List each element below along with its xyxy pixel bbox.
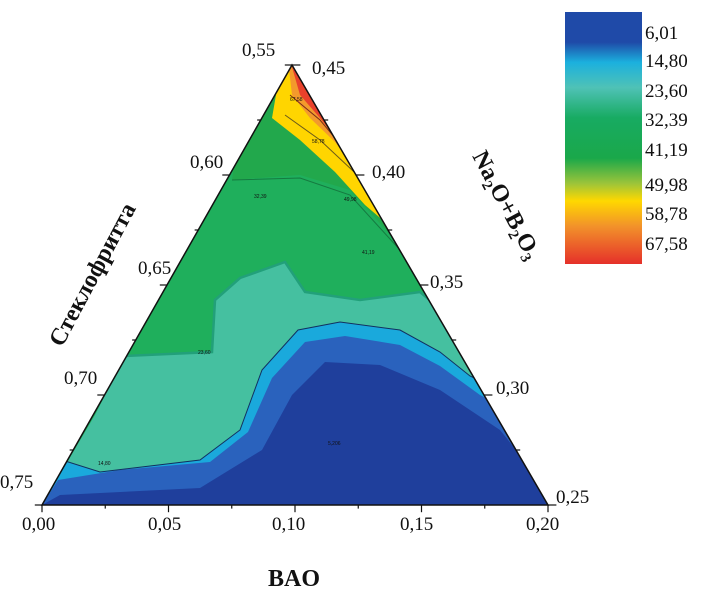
contour-label: 67,58 [290, 97, 303, 103]
contour-label: 49,98 [344, 197, 357, 203]
bottom-axis-title: BAO [268, 566, 320, 592]
right-tick-label: 0,35 [430, 272, 463, 293]
contour-fill [42, 65, 548, 505]
label-part: O+B [484, 179, 530, 234]
legend-label: 23,60 [645, 81, 688, 102]
contour-label: 23,60 [198, 350, 211, 356]
left-tick-label: 0,55 [242, 40, 275, 61]
bottom-tick-label: 0,00 [22, 514, 55, 535]
right-tick-label: 0,30 [496, 378, 529, 399]
contour-label: 32,39 [254, 194, 267, 200]
left-tick-label: 0,65 [138, 258, 171, 279]
legend-label: 58,78 [645, 204, 688, 225]
contour-label: 41,19 [362, 250, 375, 256]
bottom-tick-label: 0,20 [526, 514, 559, 535]
legend-label: 14,80 [645, 51, 688, 72]
bottom-axis: 0,00 0,05 0,10 0,15 0,20 BAO [22, 514, 559, 592]
left-tick-label: 0,60 [190, 152, 223, 173]
contour-labels: 67,58 58,78 49,98 41,19 32,39 23,60 14,8… [98, 97, 375, 467]
right-axis-title: Na2O+B2O3 [464, 147, 545, 266]
right-tick-label: 0,40 [372, 162, 405, 183]
legend-label: 67,58 [645, 234, 688, 255]
label-part: Na [467, 147, 504, 185]
contour-line-14 [61, 321, 521, 473]
colorbar [565, 12, 642, 264]
left-tick-label: 0,75 [0, 472, 33, 493]
tick-marks [34, 64, 557, 513]
left-axis-title: Стеклофритта [44, 199, 141, 351]
colorbar-legend: 6,01 14,80 23,60 32,39 41,19 49,98 58,78… [565, 12, 688, 264]
bottom-tick-label: 0,10 [272, 514, 305, 535]
right-tick-label: 0,25 [556, 487, 589, 508]
contour-line-41 [231, 177, 401, 251]
contour-label: 5,206 [328, 441, 341, 447]
bottom-tick-label: 0,15 [400, 514, 433, 535]
bottom-tick-label: 0,05 [148, 514, 181, 535]
region-below-6 [42, 362, 548, 505]
contour-label: 14,80 [98, 461, 111, 467]
left-tick-label: 0,70 [64, 368, 97, 389]
contour-label: 58,78 [312, 139, 325, 145]
legend-label: 41,19 [645, 140, 688, 161]
legend-label: 32,39 [645, 110, 688, 131]
legend-label: 6,01 [645, 23, 678, 44]
right-tick-label: 0,45 [312, 58, 345, 79]
legend-label: 49,98 [645, 175, 688, 196]
